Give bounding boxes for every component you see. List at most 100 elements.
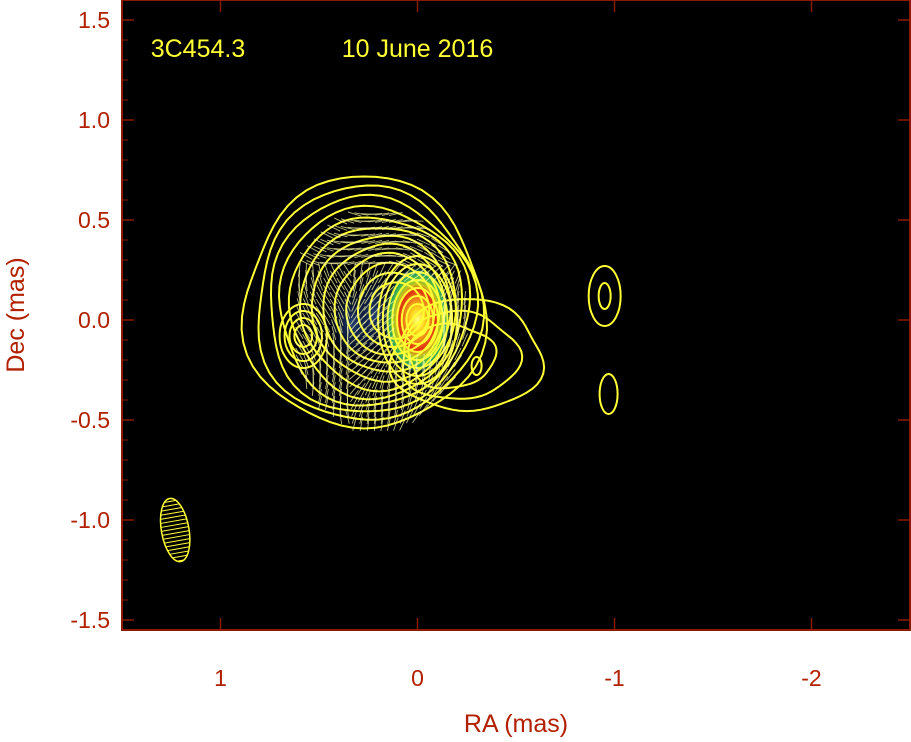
evpa-tick	[446, 264, 456, 276]
evpa-tick	[426, 382, 434, 396]
evpa-tick	[362, 342, 375, 352]
evpa-tick	[362, 321, 374, 331]
evpa-tick	[395, 219, 410, 223]
evpa-tick	[388, 219, 403, 223]
evpa-tick	[419, 396, 428, 410]
evpa-tick	[303, 354, 310, 368]
evpa-tick	[454, 270, 461, 284]
evpa-tick	[370, 292, 380, 304]
evpa-tick	[338, 375, 343, 389]
evpa-tick	[361, 261, 376, 265]
evpa-tick	[361, 220, 376, 222]
evpa-tick	[347, 247, 362, 251]
beam-hatch	[162, 530, 190, 536]
evpa-tick	[455, 284, 460, 298]
evpa-tick	[376, 321, 388, 331]
evpa-tick	[359, 263, 363, 277]
evpa-tick	[394, 388, 398, 404]
evpa-tick	[333, 225, 348, 231]
evpa-tick	[415, 360, 418, 376]
y-tick-label: 0.5	[78, 207, 110, 233]
evpa-tick	[336, 284, 345, 298]
evpa-tick	[425, 397, 435, 409]
evpa-tick	[366, 403, 371, 417]
evpa-tick	[442, 312, 446, 326]
evpa-tick	[434, 361, 440, 375]
evpa-tick	[388, 248, 403, 250]
evpa-tick	[420, 382, 427, 396]
evpa-tick	[350, 313, 359, 325]
evpa-tick	[315, 305, 325, 319]
evpa-tick	[386, 375, 391, 389]
evpa-tick	[403, 265, 416, 275]
evpa-tick	[331, 326, 337, 340]
evpa-tick	[332, 402, 335, 418]
x-tick-label: -2	[801, 665, 821, 691]
evpa-tick	[323, 270, 331, 284]
evpa-tick	[428, 361, 433, 375]
evpa-tick	[353, 270, 356, 284]
evpa-tick	[299, 252, 313, 260]
evpa-tick	[397, 272, 409, 282]
evpa-tick	[351, 291, 358, 305]
evpa-tick	[375, 212, 390, 216]
evpa-tick	[449, 298, 453, 312]
y-tick-label: -1.5	[70, 607, 110, 633]
evpa-tick	[352, 284, 357, 298]
evpa-tick	[336, 263, 345, 277]
evpa-tick	[346, 332, 349, 348]
evpa-tick	[442, 318, 446, 334]
evpa-tick	[364, 284, 372, 298]
evpa-tick	[354, 240, 369, 244]
evpa-tick	[309, 340, 317, 354]
evpa-tick	[325, 396, 329, 410]
evpa-tick	[376, 300, 388, 310]
evpa-tick	[378, 361, 386, 375]
evpa-tick	[338, 368, 343, 382]
evpa-tick	[426, 389, 435, 403]
evpa-tick	[336, 277, 345, 291]
evpa-tick	[461, 333, 468, 347]
evpa-tick	[421, 368, 426, 382]
evpa-tick	[359, 270, 364, 284]
evpa-tick	[373, 409, 377, 425]
y-tick-label: 0.0	[78, 307, 110, 333]
y-tick-label: -1.0	[70, 507, 110, 533]
evpa-tick	[441, 291, 447, 305]
evpa-tick	[373, 416, 377, 432]
evpa-tick	[339, 410, 343, 424]
evpa-tick	[343, 270, 352, 284]
evpa-tick	[407, 389, 412, 403]
evpa-tick	[302, 340, 311, 354]
evpa-tick	[325, 375, 329, 389]
evpa-tick	[358, 403, 364, 417]
evpa-tick	[423, 238, 437, 246]
evpa-tick	[410, 272, 423, 282]
evpa-tick	[304, 284, 309, 298]
evpa-tick	[345, 410, 350, 424]
evpa-tick	[308, 319, 318, 333]
evpa-tick	[347, 254, 362, 258]
evpa-tick	[343, 277, 352, 291]
evpa-tick	[306, 252, 320, 260]
evpa-tick	[295, 312, 303, 326]
evpa-tick	[399, 417, 407, 431]
evpa-tick	[376, 328, 388, 338]
evpa-tick	[407, 382, 412, 396]
beam-hatch	[161, 526, 189, 532]
evpa-tick	[375, 233, 389, 237]
beam-outline	[159, 497, 191, 563]
evpa-tick	[333, 232, 348, 238]
evpa-tick	[380, 389, 384, 403]
evpa-tick	[445, 376, 457, 388]
evpa-tick	[376, 335, 388, 345]
y-axis-title: Dec (mas)	[2, 257, 30, 372]
evpa-tick	[455, 277, 461, 291]
evpa-tick	[343, 284, 352, 298]
evpa-tick	[407, 354, 412, 368]
beam-hatch	[160, 522, 188, 528]
evpa-tick	[363, 369, 373, 381]
evpa-tick	[431, 264, 443, 276]
evpa-tick	[383, 307, 395, 317]
evpa-tick	[433, 375, 441, 389]
